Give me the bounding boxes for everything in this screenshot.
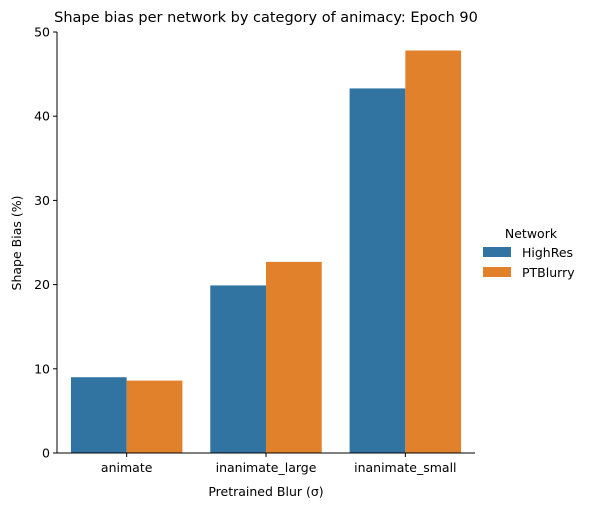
y-tick-label: 30: [34, 193, 50, 208]
bar-highres-inanimate_large: [210, 285, 266, 453]
y-tick-label: 10: [34, 361, 50, 376]
y-tick-label: 40: [34, 109, 50, 124]
y-tick-label: 50: [34, 25, 50, 40]
x-axis: animate inanimate_large inanimate_small: [57, 452, 475, 475]
bar-ptblurry-animate: [126, 380, 183, 453]
bar-highres-inanimate_small: [349, 88, 406, 453]
bar-ptblurry-inanimate_small: [405, 50, 462, 454]
bar-ptblurry-inanimate_large: [266, 261, 322, 453]
y-tick-label: 20: [34, 277, 50, 292]
legend-label-highres: HighRes: [522, 245, 573, 260]
bar-highres-animate: [70, 377, 127, 453]
legend: Network HighRes PTBlurry: [483, 226, 575, 280]
y-axis-label: Shape Bias (%): [9, 196, 24, 291]
legend-swatch-ptblurry: [483, 267, 511, 277]
x-tick-label: inanimate_large: [216, 460, 317, 475]
y-axis: 0 10 20 30 40 50: [34, 25, 58, 461]
legend-title: Network: [505, 226, 558, 241]
chart-title: Shape bias per network by category of an…: [54, 10, 478, 26]
legend-swatch-highres: [483, 247, 511, 257]
y-tick-label: 0: [42, 446, 50, 461]
x-tick-label: inanimate_small: [354, 460, 456, 475]
legend-label-ptblurry: PTBlurry: [522, 265, 575, 280]
bars-group: [70, 50, 462, 454]
x-tick-label: animate: [101, 460, 153, 475]
x-axis-label: Pretrained Blur (σ): [208, 484, 323, 499]
